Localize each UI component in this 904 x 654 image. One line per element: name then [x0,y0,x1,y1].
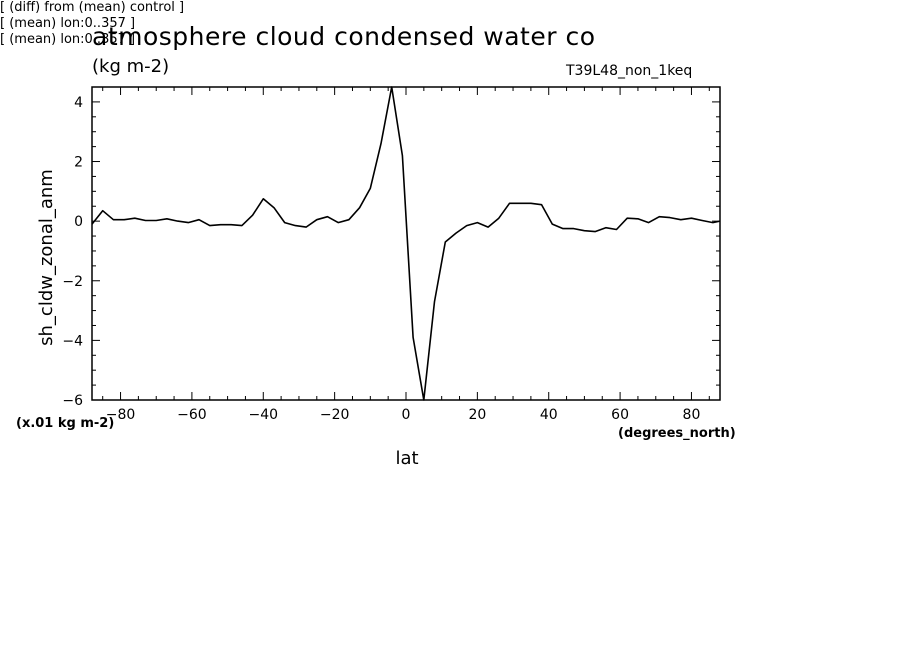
run-label: T39L48_non_1keq [566,63,693,79]
x-units-label: (degrees_north) [618,426,736,441]
y-tick-label: 2 [74,155,83,171]
x-tick-label: −20 [320,407,350,423]
notes-block: [ (diff) from (mean) control ] [ (mean) … [0,0,904,48]
y-tick-label: 0 [74,214,83,230]
axis-ticks [92,86,720,401]
x-tick-label: 80 [683,407,701,423]
chart-title: atmosphere cloud condensed water co [92,22,596,51]
series-line [91,86,721,401]
x-axis-label: lat [395,448,418,469]
series-group [91,86,721,401]
y-tick-label: −4 [62,333,83,349]
y-scale-note: (x.01 kg m-2) [16,416,115,431]
x-tick-label: 20 [468,407,486,423]
x-tick-label: −80 [106,407,136,423]
plot-frame [91,86,721,401]
x-tick-label: −40 [248,407,278,423]
x-tick-label: 0 [402,407,411,423]
note-line: [ (mean) lon:0..357 ] [0,16,136,31]
note-line: [ (mean) lon:0..357 ] [0,32,136,47]
x-tick-label: 40 [540,407,558,423]
y-tick-label: −6 [62,393,83,409]
y-tick-label: 4 [74,95,83,111]
y-tick-label: −2 [62,274,83,290]
units-label: (kg m-2) [92,56,170,77]
y-axis-label: sh_cldw_zonal_anm [36,169,57,346]
x-tick-label: −60 [177,407,207,423]
x-tick-label: 60 [611,407,629,423]
note-line: [ (diff) from (mean) control ] [0,0,185,15]
